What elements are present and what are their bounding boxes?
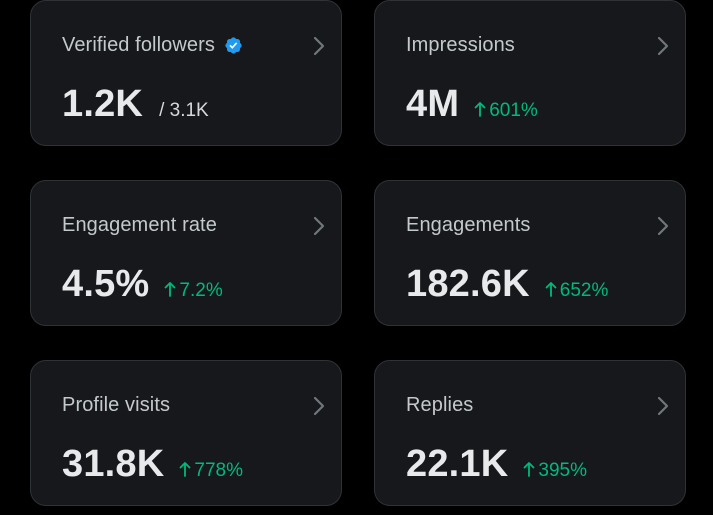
impressions-card[interactable]: Impressions 4M 601%: [374, 0, 686, 146]
chevron-right-icon[interactable]: [656, 36, 670, 56]
card-delta-value: 7.2%: [179, 280, 223, 301]
chevron-right-icon[interactable]: [312, 36, 326, 56]
card-title: Engagement rate: [62, 213, 217, 236]
card-title: Verified followers: [62, 33, 215, 56]
chevron-right-icon[interactable]: [312, 396, 326, 416]
card-delta: 395%: [523, 460, 587, 482]
profile-visits-card[interactable]: Profile visits 31.8K 778%: [30, 360, 342, 506]
verified-followers-card[interactable]: Verified followers 1.2K / 3.1K: [30, 0, 342, 146]
card-title-row: Verified followers: [62, 33, 243, 57]
card-value: 31.8K: [62, 443, 165, 485]
card-delta-value: 652%: [559, 280, 609, 301]
replies-card[interactable]: Replies 22.1K 395%: [374, 360, 686, 506]
verified-badge-icon: [225, 36, 242, 54]
card-title-row: Engagement rate: [62, 213, 217, 237]
card-value-row: 1.2K / 3.1K: [62, 83, 209, 126]
arrow-up-icon: [474, 102, 486, 117]
arrow-up-icon: [545, 282, 557, 297]
card-title: Replies: [406, 393, 474, 416]
card-total: / 3.1K: [159, 100, 209, 121]
card-title: Profile visits: [62, 393, 171, 416]
engagement-rate-card[interactable]: Engagement rate 4.5% 7.2%: [30, 180, 342, 326]
card-value-row: 22.1K 395%: [406, 443, 587, 486]
card-value-row: 31.8K 778%: [62, 443, 243, 486]
card-delta-value: 778%: [194, 460, 244, 481]
card-delta: 601%: [474, 100, 538, 122]
card-value: 4M: [406, 83, 460, 125]
arrow-up-icon: [524, 462, 535, 477]
card-value-row: 4.5% 7.2%: [62, 263, 223, 306]
card-title-row: Replies: [406, 393, 473, 417]
card-title-row: Engagements: [406, 213, 531, 237]
metrics-grid: Verified followers 1.2K / 3.1K Impressio…: [30, 0, 688, 515]
chevron-right-icon[interactable]: [656, 396, 670, 416]
chevron-right-icon[interactable]: [312, 216, 326, 236]
card-title: Impressions: [406, 33, 515, 56]
card-delta: 7.2%: [164, 280, 223, 302]
card-title-row: Impressions: [406, 33, 515, 57]
arrow-up-icon: [165, 282, 176, 297]
card-delta-value: 601%: [489, 100, 538, 121]
card-title: Engagements: [406, 213, 531, 236]
arrow-up-icon: [180, 462, 191, 477]
card-value-row: 182.6K 652%: [406, 263, 608, 306]
card-title-row: Profile visits: [62, 393, 170, 417]
card-value: 22.1K: [406, 443, 509, 485]
card-delta: 652%: [545, 280, 609, 302]
card-value: 4.5%: [62, 263, 150, 305]
card-delta: 778%: [179, 460, 243, 482]
chevron-right-icon[interactable]: [656, 216, 670, 236]
card-delta-value: 395%: [538, 460, 588, 481]
card-value: 1.2K: [62, 83, 144, 125]
card-value-row: 4M 601%: [406, 83, 538, 126]
engagements-card[interactable]: Engagements 182.6K 652%: [374, 180, 686, 326]
card-value: 182.6K: [406, 263, 530, 305]
